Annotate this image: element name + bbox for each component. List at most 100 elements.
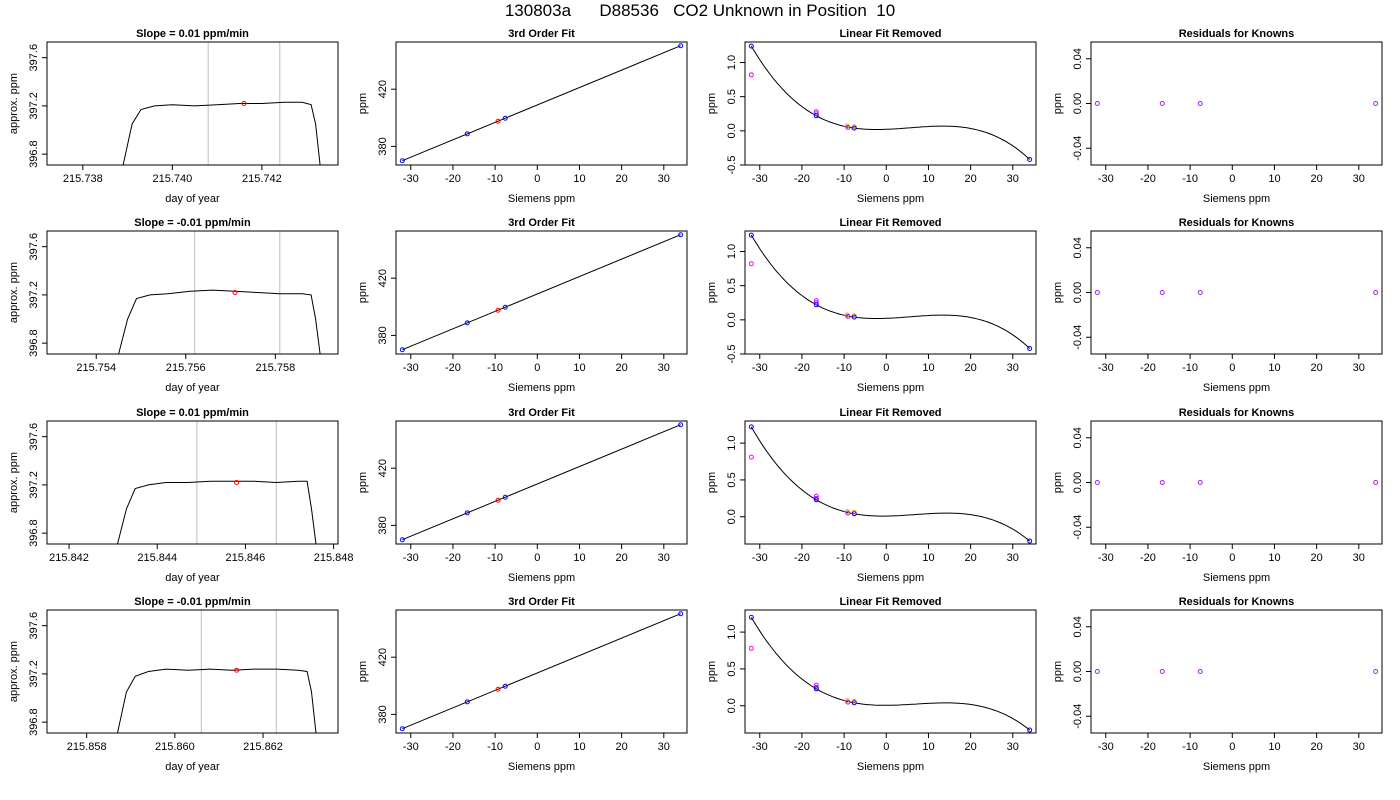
x-tick-label: -20	[1140, 173, 1156, 185]
x-tick-label: 215.742	[242, 173, 282, 185]
x-tick-label: 0	[883, 362, 889, 374]
magenta-point	[748, 454, 754, 460]
purple-point	[1094, 669, 1100, 674]
y-axis-label: approx. ppm	[8, 641, 20, 702]
purple-point	[1373, 669, 1379, 674]
unknown-point	[234, 480, 240, 485]
x-tick-label: -10	[487, 173, 503, 185]
x-tick-label: 0	[883, 552, 889, 564]
blue-point	[502, 683, 508, 689]
blue-point	[851, 511, 857, 517]
y-tick-label: 420	[377, 80, 389, 98]
x-tick-label: 0	[883, 741, 889, 753]
panel-title: Slope = -0.01 ppm/min	[134, 596, 251, 608]
blue-point	[399, 347, 405, 353]
y-tick-label: 380	[377, 516, 389, 534]
red-point	[495, 118, 501, 124]
plot-frame	[395, 41, 688, 166]
purple-point	[1094, 480, 1100, 485]
plot-frame	[395, 420, 688, 545]
y-tick-label: 397.2	[28, 471, 40, 499]
blue-point	[464, 699, 470, 705]
fit-line	[402, 424, 681, 541]
x-tick-label: 30	[658, 741, 670, 753]
x-axis-label: day of year	[165, 193, 220, 205]
panel-title: 3rd Order Fit	[508, 217, 575, 229]
y-tick-label: 397.6	[28, 233, 40, 261]
x-tick-label: 10	[1268, 552, 1280, 564]
y-axis-label: ppm	[706, 93, 718, 114]
plot-area	[748, 614, 1033, 733]
plot-area	[399, 232, 684, 353]
x-tick-label: 20	[1311, 552, 1323, 564]
blue-point	[399, 537, 405, 543]
x-tick-label: -30	[1098, 741, 1114, 753]
chart-panel: Slope = -0.01 ppm/min 215.754 215.756 215.7…	[8, 217, 339, 394]
x-tick-label: -30	[403, 173, 419, 185]
plot-frame	[1090, 41, 1383, 166]
x-tick-label: -20	[1140, 741, 1156, 753]
y-tick-label: 396.8	[28, 140, 40, 168]
x-tick-label: -20	[1140, 362, 1156, 374]
x-tick-label: 10	[573, 552, 585, 564]
blue-point	[678, 422, 684, 428]
x-tick-label: 0	[1229, 552, 1235, 564]
blue-point	[464, 320, 470, 326]
plot-frame	[744, 41, 1037, 166]
x-tick-label: 30	[1353, 362, 1365, 374]
blue-point	[678, 43, 684, 49]
x-tick-label: 0	[534, 552, 540, 564]
y-tick-label: 0.00	[1072, 93, 1084, 114]
chart-panel: Slope = -0.01 ppm/min 215.858 215.860 215.8…	[8, 596, 339, 773]
purple-point	[1159, 101, 1165, 106]
blue-point	[399, 726, 405, 732]
x-tick-label: -30	[752, 362, 768, 374]
plot-area	[1094, 480, 1379, 485]
chart-panel: Residuals for Knowns -30 -20 -10 0 10 20 30 Siem…	[1052, 28, 1383, 205]
fit-line	[402, 613, 681, 730]
y-axis-label: ppm	[706, 472, 718, 493]
x-tick-label: 0	[1229, 173, 1235, 185]
plot-frame	[1090, 609, 1383, 734]
x-tick-label: -20	[445, 741, 461, 753]
purple-point	[813, 111, 819, 117]
purple-point	[1197, 101, 1203, 106]
y-tick-label: 1.0	[726, 55, 738, 70]
y-tick-label: 0.04	[1072, 237, 1084, 258]
series-line	[117, 668, 317, 733]
x-axis-label: Siemens ppm	[1203, 193, 1270, 205]
y-axis-label: ppm	[1052, 661, 1064, 682]
x-axis-label: day of year	[165, 572, 220, 584]
x-tick-label: 10	[1268, 741, 1280, 753]
y-tick-label: 397.6	[28, 44, 40, 72]
panel-title: Residuals for Knowns	[1179, 217, 1295, 229]
plot-area	[117, 667, 317, 733]
purple-point	[1197, 669, 1203, 674]
x-tick-label: -30	[1098, 173, 1114, 185]
y-tick-label: 0.04	[1072, 616, 1084, 637]
x-tick-label: -30	[1098, 552, 1114, 564]
red-point	[495, 497, 501, 503]
y-tick-label: -0.04	[1072, 325, 1084, 350]
plot-frame	[1090, 420, 1383, 545]
x-tick-label: -20	[1140, 552, 1156, 564]
purple-point	[1159, 669, 1165, 674]
blue-point	[464, 510, 470, 516]
x-axis-label: Siemens ppm	[857, 193, 924, 205]
chart-panel: Linear Fit Removed -30 -20 -10 0 10 20 30 Siemen…	[706, 217, 1037, 394]
x-axis-label: day of year	[165, 761, 220, 773]
chart-panel: Linear Fit Removed -30 -20 -10 0 10 20 30 Siemen…	[706, 28, 1037, 205]
panel-title: Linear Fit Removed	[839, 407, 941, 419]
y-axis-label: ppm	[357, 93, 369, 114]
blue-point	[748, 43, 754, 49]
plot-area	[748, 43, 1033, 163]
y-tick-label: 1.0	[726, 624, 738, 639]
x-tick-label: 215.758	[255, 362, 295, 374]
x-tick-label: -30	[403, 552, 419, 564]
x-tick-label: 20	[965, 173, 977, 185]
x-tick-label: 215.858	[67, 741, 107, 753]
chart-panel: Slope = 0.01 ppm/min 215.842 215.844 215.84…	[8, 407, 353, 584]
plot-frame	[395, 230, 688, 355]
x-axis-label: Siemens ppm	[508, 761, 575, 773]
